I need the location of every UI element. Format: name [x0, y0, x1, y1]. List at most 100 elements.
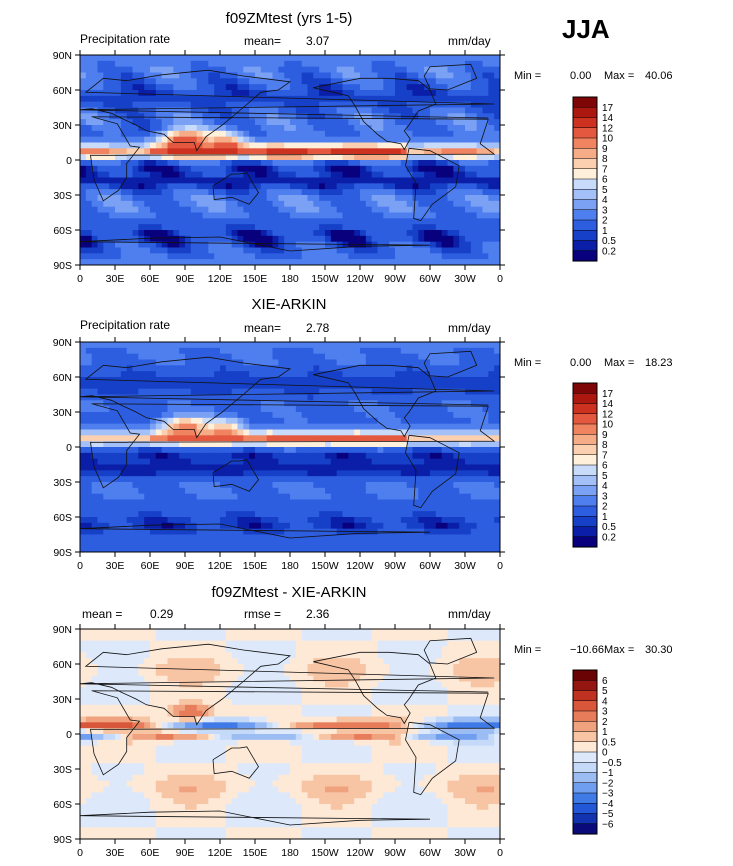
field-cell	[301, 130, 308, 138]
field-cell	[138, 406, 145, 413]
field-cell	[214, 464, 221, 471]
field-cell	[80, 206, 87, 213]
field-cell	[319, 165, 326, 173]
coastline	[79, 236, 431, 252]
field-cell	[208, 119, 215, 126]
field-cell	[161, 377, 168, 384]
colorbar-box	[572, 209, 598, 221]
field-cell	[243, 241, 250, 248]
field-cell	[120, 66, 128, 73]
field-cell	[161, 406, 168, 413]
field-cell	[418, 417, 425, 425]
field-cell	[319, 171, 326, 178]
field-cell	[465, 189, 472, 196]
field-cell	[494, 113, 501, 120]
field-cell	[97, 412, 104, 419]
field-cell	[278, 342, 285, 349]
field-cell	[173, 200, 180, 208]
field-cell	[330, 130, 338, 138]
field-cell	[435, 511, 443, 518]
field-cell	[284, 142, 291, 149]
field-cell	[80, 517, 87, 524]
field-cell	[167, 177, 174, 184]
field-cell	[150, 136, 157, 143]
field-cell	[319, 377, 326, 384]
field-cell	[202, 125, 209, 132]
field-cell	[109, 517, 116, 524]
field-cell	[155, 429, 163, 436]
field-cell	[260, 177, 268, 184]
field-cell	[377, 230, 384, 237]
field-cell	[138, 487, 145, 495]
field-cell	[494, 119, 501, 126]
field-cell	[290, 441, 297, 448]
field-cell	[138, 177, 145, 184]
field-cell	[325, 441, 332, 448]
field-cell	[424, 66, 431, 73]
field-cell	[424, 441, 431, 448]
field-cell	[103, 195, 110, 202]
field-cell	[313, 72, 320, 79]
field-cell	[395, 505, 402, 512]
field-cell	[284, 206, 291, 213]
field-cell	[97, 487, 104, 495]
field-cell	[371, 482, 378, 489]
field-cell	[132, 487, 139, 495]
field-cell	[325, 125, 332, 132]
field-cell	[482, 406, 489, 413]
field-cell	[155, 119, 163, 126]
field-cell	[196, 417, 203, 425]
x-tick-label: 120E	[208, 273, 233, 285]
field-cell	[447, 342, 454, 349]
field-cell	[418, 84, 425, 91]
field-cell	[255, 130, 262, 138]
field-cell	[249, 417, 256, 425]
field-cell	[453, 171, 460, 178]
field-cell	[202, 505, 209, 512]
field-cell	[447, 511, 454, 518]
field-cell	[348, 90, 355, 97]
field-cell	[208, 511, 215, 518]
field-cell	[430, 165, 437, 173]
field-cell	[441, 230, 448, 237]
field-cell	[167, 359, 174, 366]
field-cell	[243, 165, 250, 173]
field-cell	[494, 441, 501, 448]
field-cell	[126, 423, 133, 430]
field-cell	[144, 101, 151, 108]
field-cell	[237, 511, 244, 518]
field-cell	[435, 487, 443, 495]
field-cell	[330, 452, 338, 460]
field-cell	[249, 78, 256, 85]
field-cell	[435, 423, 443, 430]
field-cell	[249, 72, 256, 79]
field-cell	[453, 60, 460, 68]
field-cell	[202, 230, 209, 237]
field-cell	[80, 505, 87, 512]
field-cell	[190, 78, 198, 85]
field-cell	[336, 452, 343, 460]
field-cell	[190, 107, 198, 114]
field-cell	[441, 377, 448, 384]
field-cell	[488, 212, 495, 219]
field-cell	[313, 359, 320, 366]
field-cell	[354, 84, 361, 91]
field-cell	[360, 235, 367, 243]
field-cell	[266, 412, 273, 419]
field-cell	[150, 160, 157, 167]
field-cell	[120, 148, 128, 155]
field-cell	[255, 429, 262, 436]
field-cell	[208, 347, 215, 355]
field-cell	[103, 241, 110, 248]
field-cell	[144, 417, 151, 425]
field-cell	[266, 113, 273, 120]
field-cell	[424, 253, 431, 260]
field-cell	[336, 476, 343, 483]
field-cell	[290, 522, 297, 530]
field-cell	[220, 493, 227, 500]
field-cell	[406, 95, 413, 103]
field-cell	[185, 388, 192, 395]
field-cell	[126, 154, 133, 161]
field-cell	[412, 66, 419, 73]
field-cell	[441, 447, 448, 454]
